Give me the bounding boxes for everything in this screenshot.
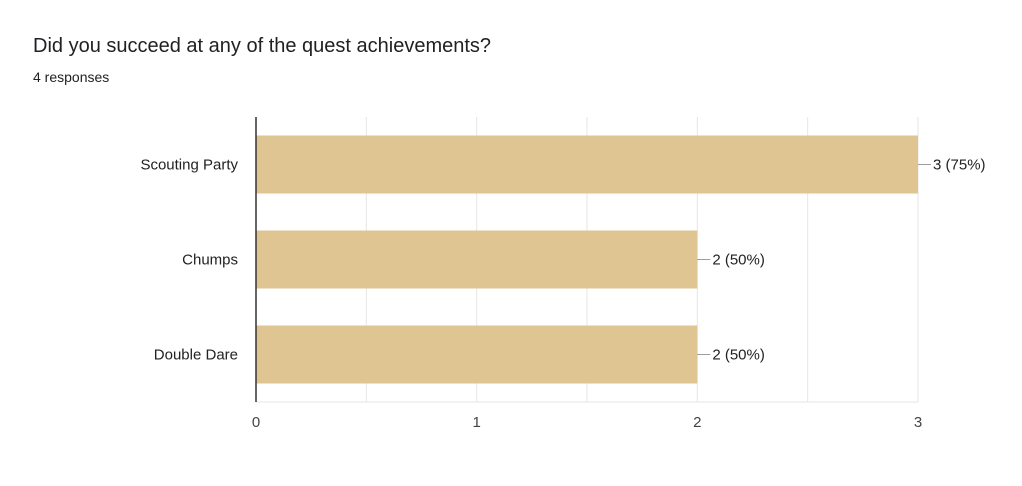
bar (256, 135, 918, 194)
bar-value-label: 2 (50%) (712, 347, 765, 364)
response-count: 4 responses (33, 69, 110, 85)
x-tick-label: 1 (472, 414, 480, 431)
question-title: Did you succeed at any of the quest achi… (33, 35, 492, 57)
x-tick-label: 0 (252, 414, 260, 431)
category-label: Double Dare (154, 347, 238, 364)
x-tick-label: 2 (693, 414, 701, 431)
bar-value-label: 3 (75%) (933, 157, 986, 174)
bar (256, 230, 698, 289)
category-label: Scouting Party (140, 157, 238, 174)
bar (256, 325, 698, 384)
bar-value-label: 2 (50%) (712, 252, 765, 269)
category-label: Chumps (182, 252, 238, 269)
x-tick-label: 3 (914, 414, 922, 431)
